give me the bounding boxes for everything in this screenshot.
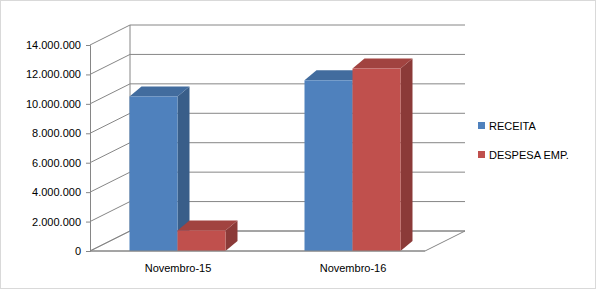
- y-tick-label: 14.000.000: [26, 39, 81, 51]
- y-tick-label: 12.000.000: [26, 68, 81, 80]
- chart-frame: [1, 1, 596, 289]
- chart: 0 2.000.000 4.000.000 6.000.000 8.000.000 10.…: [0, 0, 596, 289]
- legend-label: RECEITA: [489, 120, 537, 132]
- y-tick-label: 0: [75, 245, 81, 257]
- grid: [90, 25, 465, 251]
- bar-top: [130, 87, 190, 97]
- y-tick: 6.000.000: [32, 157, 90, 169]
- plot-area: [130, 59, 413, 251]
- x-axis-line: [90, 251, 425, 252]
- x-tick-label: Novembro-16: [320, 262, 387, 274]
- y-tick-mark: [86, 222, 90, 223]
- y-tick: 10.000.000: [26, 98, 90, 110]
- y-tick-mark: [86, 104, 90, 105]
- bar: [178, 220, 238, 251]
- y-axis: 0 2.000.000 4.000.000 6.000.000 8.000.000 10.…: [26, 39, 91, 257]
- y-tick-mark: [86, 251, 90, 252]
- grid-line: [90, 25, 465, 45]
- bar-front: [353, 69, 401, 251]
- legend-item: DESPESA EMP.: [478, 149, 569, 161]
- y-tick-mark: [86, 45, 90, 46]
- legend-label: DESPESA EMP.: [489, 149, 569, 161]
- legend: RECEITA DESPESA EMP.: [478, 120, 569, 161]
- y-tick-label: 10.000.000: [26, 98, 81, 110]
- y-tick-label: 8.000.000: [32, 127, 81, 139]
- x-tick: Novembro-15: [145, 251, 212, 274]
- y-tick: 4.000.000: [32, 186, 90, 198]
- legend-item: RECEITA: [478, 120, 537, 132]
- y-tick-label: 4.000.000: [32, 186, 81, 198]
- bar-front: [178, 230, 226, 251]
- y-tick: 0: [75, 245, 90, 257]
- y-tick-mark: [86, 192, 90, 193]
- y-tick-label: 2.000.000: [32, 216, 81, 228]
- walls: [90, 25, 465, 251]
- y-axis-line: [86, 46, 91, 252]
- bar-top: [353, 59, 413, 69]
- y-tick: 14.000.000: [26, 39, 90, 51]
- bar: [353, 59, 413, 251]
- y-tick-mark: [86, 163, 90, 164]
- bar: [130, 87, 190, 252]
- x-axis: Novembro-15 Novembro-16: [90, 251, 425, 274]
- bar-side: [401, 59, 413, 251]
- bar-top: [178, 220, 238, 230]
- bar-front: [305, 80, 353, 251]
- y-tick: 8.000.000: [32, 127, 90, 139]
- bar-front: [130, 97, 178, 252]
- y-tick-mark: [86, 133, 90, 134]
- y-tick: 2.000.000: [32, 216, 90, 228]
- legend-swatch: [478, 151, 485, 158]
- y-tick-mark: [86, 74, 90, 75]
- x-tick: Novembro-16: [320, 251, 387, 274]
- y-tick: 12.000.000: [26, 68, 90, 80]
- legend-swatch: [478, 122, 485, 129]
- x-tick-label: Novembro-15: [145, 262, 212, 274]
- y-tick-label: 6.000.000: [32, 157, 81, 169]
